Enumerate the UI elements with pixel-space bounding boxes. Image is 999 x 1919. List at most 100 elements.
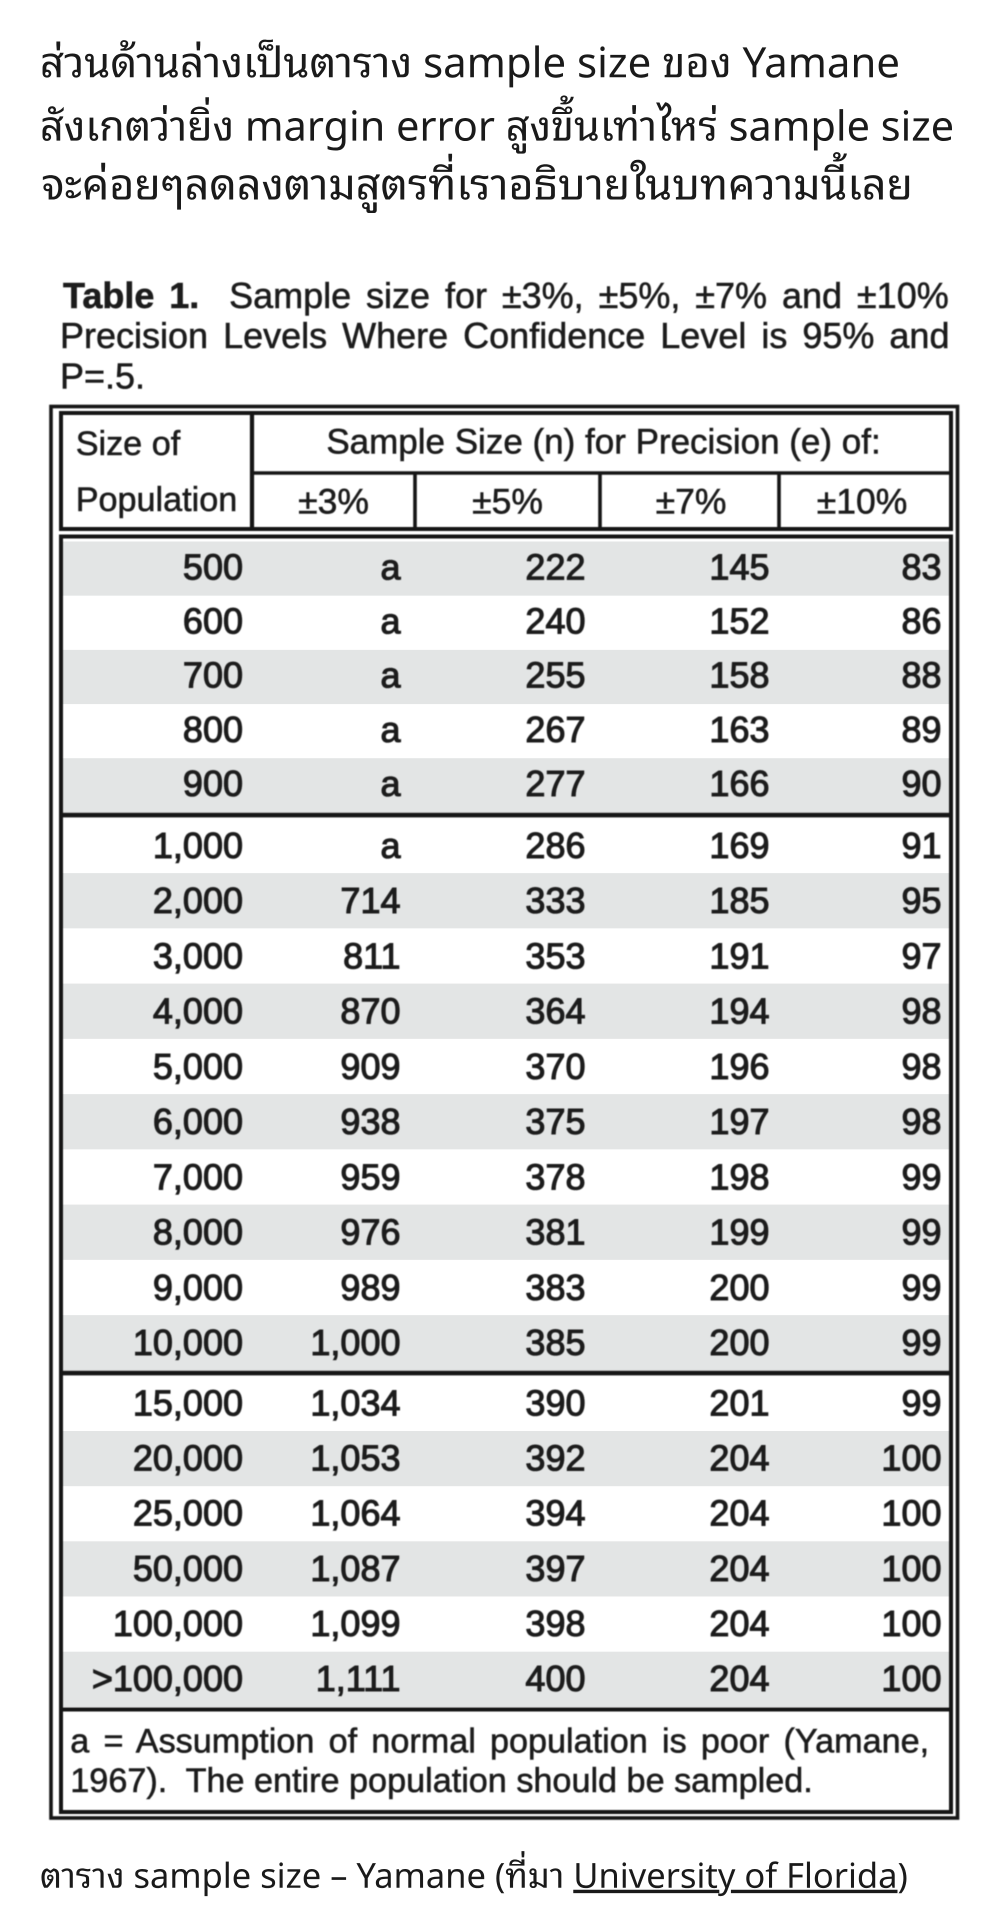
svg-text:98: 98 [901,991,941,1032]
svg-text:50,000: 50,000 [133,1548,243,1589]
svg-text:a: a [380,655,401,696]
svg-text:158: 158 [709,655,769,696]
svg-text:378: 378 [525,1156,585,1197]
svg-text:8,000: 8,000 [153,1212,243,1253]
svg-text:Sample Size (n) for Precision: Sample Size (n) for Precision (e) of: [326,423,880,462]
svg-text:±10%: ±10% [817,482,908,522]
svg-text:390: 390 [525,1382,585,1423]
svg-text:100: 100 [881,1493,941,1534]
svg-text:±5%: ±5% [472,482,543,522]
svg-text:198: 198 [709,1156,769,1197]
svg-text:277: 277 [525,763,585,804]
svg-text:169: 169 [709,825,769,866]
svg-text:>100,000: >100,000 [92,1658,243,1699]
svg-text:99: 99 [901,1156,941,1197]
svg-text:204: 204 [709,1603,769,1644]
svg-text:600: 600 [183,601,243,642]
svg-text:392: 392 [525,1438,585,1479]
svg-text:P=.5.: P=.5. [60,356,145,397]
svg-text:1,053: 1,053 [310,1438,400,1479]
svg-text:97: 97 [901,935,941,976]
svg-text:938: 938 [340,1101,400,1142]
svg-text:1,087: 1,087 [310,1548,400,1589]
svg-text:394: 394 [525,1493,585,1534]
svg-text:83: 83 [901,546,941,587]
svg-text:±3%: ±3% [298,482,369,522]
svg-text:25,000: 25,000 [133,1493,243,1534]
svg-text:100: 100 [881,1603,941,1644]
svg-text:10,000: 10,000 [133,1322,243,1363]
svg-text:Size of: Size of [76,425,181,463]
svg-text:98: 98 [901,1101,941,1142]
svg-text:100,000: 100,000 [113,1603,243,1644]
svg-text:2,000: 2,000 [153,880,243,921]
svg-text:200: 200 [709,1267,769,1308]
svg-text:201: 201 [709,1382,769,1423]
svg-text:385: 385 [525,1322,585,1363]
svg-text:222: 222 [525,546,585,587]
svg-text:397: 397 [525,1548,585,1589]
svg-text:88: 88 [901,655,941,696]
svg-text:99: 99 [901,1322,941,1363]
svg-text:145: 145 [709,546,769,587]
svg-text:204: 204 [709,1658,769,1699]
svg-text:1,034: 1,034 [310,1382,400,1423]
svg-text:99: 99 [901,1267,941,1308]
svg-text:500: 500 [183,546,243,587]
svg-text:1,000: 1,000 [153,825,243,866]
svg-text:a: a [380,601,401,642]
svg-text:Table 1. Sample size for ±3%,: Table 1. Sample size for ±3%, ±5%, ±7% a… [63,275,949,316]
svg-text:199: 199 [709,1212,769,1253]
svg-text:166: 166 [709,763,769,804]
svg-text:200: 200 [709,1322,769,1363]
svg-text:Precision Levels Where Confide: Precision Levels Where Confidence Level … [60,315,949,356]
svg-text:255: 255 [525,655,585,696]
svg-text:240: 240 [525,601,585,642]
svg-text:a: a [380,709,401,750]
svg-text:89: 89 [901,709,941,750]
svg-text:100: 100 [881,1658,941,1699]
svg-text:6,000: 6,000 [153,1101,243,1142]
svg-text:333: 333 [525,880,585,921]
svg-text:±7%: ±7% [656,482,727,522]
svg-text:a: a [380,825,401,866]
svg-text:99: 99 [901,1212,941,1253]
svg-text:398: 398 [525,1603,585,1644]
svg-text:1,111: 1,111 [316,1658,401,1699]
svg-text:1,099: 1,099 [310,1603,400,1644]
svg-text:1,000: 1,000 [310,1322,400,1363]
svg-text:375: 375 [525,1101,585,1142]
svg-text:9,000: 9,000 [153,1267,243,1308]
svg-text:a = Assumption of normal popul: a = Assumption of normal population is p… [70,1723,929,1761]
svg-text:7,000: 7,000 [153,1156,243,1197]
svg-text:95: 95 [901,880,941,921]
svg-text:98: 98 [901,1046,941,1087]
svg-text:86: 86 [901,601,941,642]
svg-text:197: 197 [709,1101,769,1142]
svg-text:909: 909 [340,1046,400,1087]
svg-text:100: 100 [881,1548,941,1589]
svg-text:1,064: 1,064 [310,1493,400,1534]
svg-text:185: 185 [709,880,769,921]
svg-text:163: 163 [709,709,769,750]
svg-text:286: 286 [525,825,585,866]
svg-text:152: 152 [709,601,769,642]
svg-text:400: 400 [525,1658,585,1699]
svg-text:714: 714 [340,880,400,921]
svg-text:204: 204 [709,1493,769,1534]
svg-text:Population: Population [76,481,238,519]
svg-text:191: 191 [709,935,769,976]
svg-text:381: 381 [525,1212,585,1253]
svg-text:90: 90 [901,763,941,804]
svg-text:364: 364 [525,991,585,1032]
svg-text:4,000: 4,000 [153,991,243,1032]
svg-text:194: 194 [709,991,769,1032]
svg-text:870: 870 [340,991,400,1032]
svg-text:800: 800 [183,709,243,750]
svg-text:383: 383 [525,1267,585,1308]
svg-text:370: 370 [525,1046,585,1087]
svg-text:900: 900 [183,763,243,804]
svg-text:99: 99 [901,1382,941,1423]
svg-text:20,000: 20,000 [133,1438,243,1479]
svg-text:353: 353 [525,935,585,976]
